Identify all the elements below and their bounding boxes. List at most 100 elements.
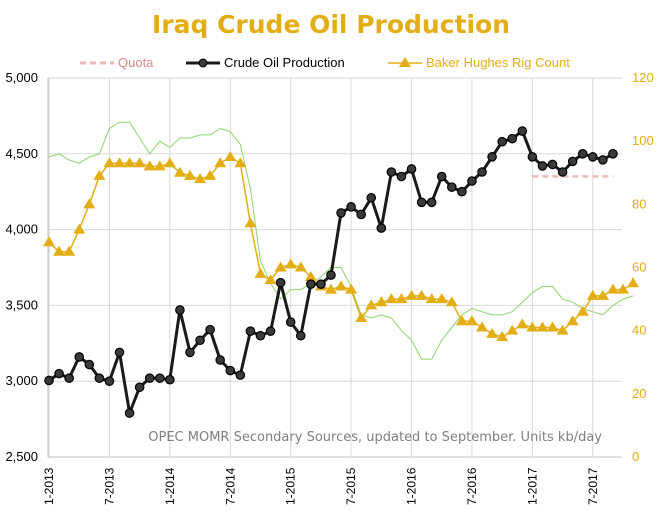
crude-oil-point	[497, 136, 507, 147]
crude-oil-point	[245, 326, 256, 336]
rig-count-point	[83, 198, 96, 209]
rig-count-point	[546, 321, 559, 332]
crude-oil-point	[44, 375, 54, 386]
crude-oil-point	[215, 355, 225, 365]
crude-oil-point	[54, 368, 64, 379]
crude-oil-point	[326, 270, 336, 280]
rig-count-point	[395, 293, 408, 304]
rig-count-point	[405, 289, 418, 300]
rig-count-point	[476, 321, 489, 332]
rig-count-point	[143, 160, 156, 171]
rig-count-point	[133, 157, 146, 168]
crude-oil-point	[567, 156, 578, 167]
y-left-tick-label: 4,000	[5, 222, 38, 237]
crude-oil-point	[185, 347, 195, 358]
crude-oil-point	[74, 352, 85, 362]
legend-label-quota: Quota	[118, 55, 154, 70]
rig-count-point	[194, 173, 207, 184]
crude-oil-point	[507, 133, 518, 144]
crude-oil-point	[114, 347, 125, 358]
grid-layer	[48, 77, 622, 457]
x-tick-label: 1-2013	[42, 467, 56, 505]
crude-oil-point	[356, 209, 366, 220]
crude-oil-point	[396, 171, 407, 182]
crude-oil-point	[537, 161, 548, 171]
crude-oil-point	[366, 192, 377, 203]
crude-oil-point	[134, 382, 145, 393]
rig-count-point	[244, 217, 257, 228]
crude-oil-point	[577, 149, 588, 159]
chart-title: Iraq Crude Oil Production	[152, 10, 510, 39]
crude-oil-point	[84, 359, 95, 370]
crude-oil-point	[608, 149, 618, 159]
rig-count-point	[43, 236, 56, 247]
crude-oil-point	[104, 376, 115, 386]
rig-count-point	[556, 324, 569, 335]
rig-count-point	[617, 283, 630, 294]
rig-count-point	[254, 267, 267, 278]
rig-count-point	[284, 258, 297, 269]
crude-oil-point	[517, 126, 528, 136]
rig-count-point	[365, 299, 378, 310]
rig-count-point	[53, 245, 66, 256]
y-left-tick-label: 4,500	[5, 146, 38, 161]
rig-count-point	[496, 330, 509, 341]
crude-oil-point	[416, 197, 427, 208]
rig-count-point	[123, 157, 136, 168]
x-tick-label: 1-2015	[284, 467, 298, 505]
rig-count-point	[465, 315, 478, 326]
rig-count-point	[234, 157, 247, 168]
y-right-tick-label: 100	[632, 133, 654, 148]
crude-oil-point	[527, 152, 538, 162]
y-right-tick-label: 80	[632, 196, 646, 211]
crude-oil-point	[587, 152, 598, 162]
crude-oil-point	[436, 171, 447, 182]
rig-count-point	[355, 312, 368, 323]
crude-oil-point	[165, 374, 175, 385]
y-left-tick-label: 3,500	[5, 297, 38, 312]
rig-count-point	[516, 318, 529, 329]
x-tick-label: 1-2016	[405, 467, 419, 505]
crude-oil-point	[547, 159, 558, 170]
axes-layer: 2,500 3,000 3,500 4,000 4,500 5,000 0 20 40 60 80 1…	[5, 70, 653, 505]
crude-oil-point	[316, 279, 326, 289]
y-right-tick-label: 20	[632, 386, 646, 401]
y-left-tick-label: 5,000	[5, 70, 38, 85]
rig-count-point	[103, 157, 116, 168]
rig-count-point	[425, 293, 438, 304]
crude-oil-point	[336, 208, 346, 218]
crude-oil-point	[447, 182, 457, 192]
legend: Quota Crude Oil Production Baker Hughes …	[80, 55, 570, 70]
series-layer	[43, 121, 640, 418]
rig-count-point	[415, 289, 428, 300]
rig-count-point	[73, 223, 86, 234]
crude-oil-point	[457, 186, 467, 197]
crude-oil-point	[64, 373, 74, 383]
y-left-tick-label: 3,000	[5, 373, 38, 388]
rig-count-point	[566, 315, 579, 326]
rig-count-point	[204, 169, 217, 180]
legend-label-crude: Crude Oil Production	[224, 55, 345, 70]
legend-item-rigs: Baker Hughes Rig Count	[388, 55, 570, 70]
crude-oil-point	[295, 330, 306, 341]
rig-count-point	[536, 321, 549, 332]
rig-count-point	[183, 169, 196, 180]
x-tick-label: 7-2017	[586, 467, 600, 505]
rig-count-point	[264, 274, 277, 285]
rig-count-point	[455, 315, 468, 326]
series-line-rig-count-green	[48, 121, 634, 360]
rig-count-point	[596, 289, 609, 300]
rig-count-point	[304, 270, 317, 281]
crude-oil-point	[255, 330, 266, 341]
crude-oil-point	[346, 202, 356, 212]
crude-oil-point	[487, 152, 497, 162]
x-tick-label: 1-2014	[163, 467, 177, 505]
crude-oil-point	[285, 317, 296, 327]
crude-oil-point	[94, 373, 105, 383]
legend-label-rigs: Baker Hughes Rig Count	[426, 55, 570, 70]
rig-count-point	[224, 150, 237, 161]
legend-marker-rigs	[399, 57, 411, 67]
x-tick-label: 1-2017	[525, 467, 539, 505]
rig-count-point	[445, 296, 458, 307]
